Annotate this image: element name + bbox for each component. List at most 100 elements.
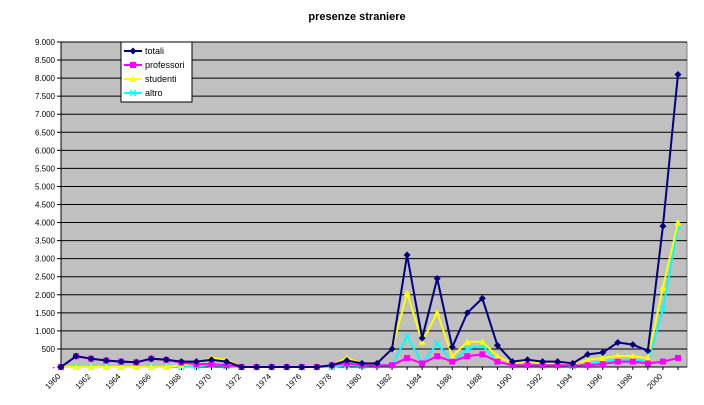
data-point <box>403 332 411 340</box>
data-point <box>584 362 591 369</box>
data-point <box>614 358 621 365</box>
data-point <box>674 219 682 226</box>
data-point <box>448 352 456 360</box>
legend-entry: studenti <box>124 74 177 84</box>
y-tick-label: 8.500 <box>35 56 56 65</box>
data-point <box>629 358 636 365</box>
data-point <box>102 363 110 370</box>
data-point <box>523 356 531 364</box>
data-point <box>328 361 336 369</box>
x-tick-label: 1990 <box>495 372 514 391</box>
data-point <box>132 363 140 370</box>
data-point <box>253 363 261 371</box>
data-point <box>659 358 666 365</box>
x-tick-label: 1960 <box>43 372 62 391</box>
x-axis-ticks: 1960 1962 1964 1966 1968 1970 1972 1974 1976 1978… <box>43 367 679 391</box>
data-point <box>494 358 501 365</box>
data-point <box>629 341 637 349</box>
data-point <box>599 349 607 357</box>
data-point <box>419 360 426 367</box>
data-point <box>177 358 185 366</box>
data-point <box>599 361 606 368</box>
data-point <box>102 357 110 364</box>
data-point <box>208 361 215 368</box>
y-tick-label: 7.500 <box>35 92 56 101</box>
data-point <box>358 359 366 367</box>
x-tick-label: 1966 <box>134 372 153 391</box>
y-tick-label: 9.000 <box>35 38 56 47</box>
data-point <box>223 362 230 369</box>
data-point <box>509 362 516 369</box>
data-point <box>87 363 95 370</box>
data-point <box>463 309 471 317</box>
data-point <box>162 363 170 370</box>
legend-entry: professori <box>124 60 185 70</box>
data-point <box>674 354 681 361</box>
data-point <box>478 294 486 302</box>
legend: totali professori studenti altro <box>120 41 193 103</box>
x-tick-label: 1970 <box>194 372 213 391</box>
data-point <box>569 359 577 367</box>
data-point <box>343 357 351 364</box>
y-tick-label: 3.000 <box>35 255 56 264</box>
x-tick-label: 1976 <box>284 372 303 391</box>
series-totali <box>57 71 682 371</box>
data-point <box>448 343 456 351</box>
data-point <box>162 356 170 364</box>
x-tick-label: 1994 <box>555 372 574 391</box>
y-tick-label: - <box>52 363 55 372</box>
data-point <box>403 251 411 259</box>
data-point <box>433 275 441 283</box>
y-tick-label: 3.500 <box>35 237 56 246</box>
gridlines <box>61 41 687 350</box>
data-point <box>72 363 80 370</box>
legend-label: altro <box>145 88 163 98</box>
data-point <box>72 352 80 360</box>
data-point <box>464 353 471 360</box>
x-tick-label: 1962 <box>74 372 93 391</box>
data-point <box>313 363 321 371</box>
x-tick-label: 1972 <box>224 372 243 391</box>
data-point <box>674 71 682 78</box>
x-tick-label: 1984 <box>405 372 424 391</box>
data-point <box>508 358 516 366</box>
data-point <box>192 358 200 366</box>
data-point <box>117 363 125 370</box>
data-point <box>539 362 546 369</box>
data-point <box>207 356 215 364</box>
data-point <box>463 338 471 345</box>
data-point <box>554 358 562 366</box>
legend-label: professori <box>145 60 185 70</box>
data-point <box>524 362 531 369</box>
y-tick-label: 5.500 <box>35 164 56 173</box>
legend-entry: totali <box>124 46 164 56</box>
data-point <box>584 356 592 363</box>
data-point <box>404 354 411 361</box>
data-point <box>493 341 501 349</box>
x-tick-label: 1982 <box>375 372 394 391</box>
legend-entry: altro <box>124 88 163 98</box>
data-point <box>433 339 441 348</box>
x-tick-label: 2000 <box>645 372 664 391</box>
x-tick-label: 1996 <box>585 372 604 391</box>
legend-label: studenti <box>145 74 177 84</box>
y-tick-label: 500 <box>42 345 56 354</box>
x-tick-label: 1968 <box>164 372 183 391</box>
data-point <box>418 334 426 342</box>
legend-label: totali <box>145 46 164 56</box>
data-point <box>434 353 441 360</box>
data-point <box>659 222 667 230</box>
x-tick-label: 1980 <box>344 372 363 391</box>
data-point <box>659 305 667 313</box>
data-point <box>554 362 561 369</box>
data-point <box>373 359 381 367</box>
y-tick-label: 8.000 <box>35 74 56 83</box>
data-point <box>539 358 547 366</box>
data-point <box>147 363 155 370</box>
data-point <box>57 363 65 371</box>
data-point <box>129 47 137 55</box>
series-lines <box>57 71 682 371</box>
y-tick-label: 4.500 <box>35 201 56 210</box>
data-point <box>389 362 396 369</box>
